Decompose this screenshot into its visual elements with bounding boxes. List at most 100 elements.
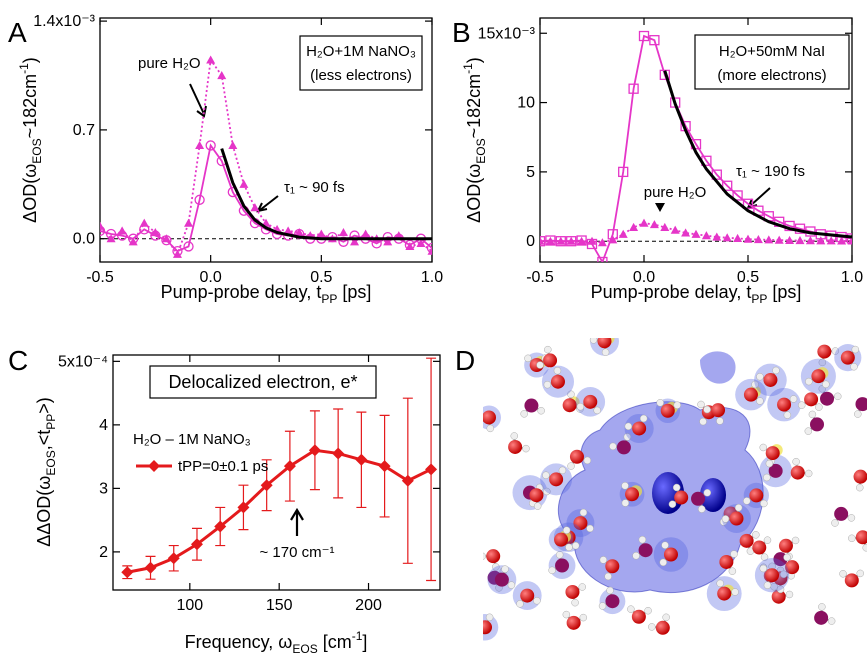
atom xyxy=(855,530,867,545)
atom xyxy=(772,366,780,375)
label-part: [cm xyxy=(318,632,352,652)
atom xyxy=(818,603,826,611)
marker xyxy=(150,230,161,241)
atom xyxy=(520,410,528,418)
atom xyxy=(644,606,652,615)
atom xyxy=(529,488,544,503)
atom xyxy=(814,610,829,625)
atom xyxy=(716,417,724,425)
annotation: pure H₂O xyxy=(644,184,707,201)
atom xyxy=(851,345,860,354)
marker xyxy=(425,463,438,476)
atom xyxy=(804,427,813,435)
atom xyxy=(631,609,646,624)
x-axis-label: Frequency, ωEOS [cm-1] xyxy=(185,629,368,654)
atom xyxy=(850,362,858,371)
atom xyxy=(834,392,842,401)
x-tick-label: -0.5 xyxy=(86,269,114,286)
atom xyxy=(508,439,523,454)
atom xyxy=(853,469,867,484)
marker xyxy=(190,538,203,551)
y-tick-label: 15x10⁻³ xyxy=(478,25,536,42)
panel-label: B xyxy=(452,17,471,48)
annotation: τ₁ ~ 190 fs xyxy=(736,163,805,180)
atom xyxy=(483,552,486,560)
atom xyxy=(697,400,705,409)
marker xyxy=(733,233,743,243)
y-tick-label: 3 xyxy=(99,480,108,497)
x-tick-label: 0.0 xyxy=(200,269,222,286)
atom xyxy=(550,374,565,389)
arrow xyxy=(655,203,665,212)
atom xyxy=(729,511,744,526)
data-line xyxy=(100,143,432,253)
x-tick-label: 1.0 xyxy=(421,269,443,286)
atom xyxy=(831,347,840,355)
molecular-render xyxy=(483,338,867,654)
marker xyxy=(586,238,598,250)
atom xyxy=(548,566,556,575)
plot-frame xyxy=(99,17,433,263)
marker xyxy=(649,220,659,229)
label-part: EOS xyxy=(30,138,44,163)
atom xyxy=(656,399,664,407)
density-core xyxy=(700,478,726,512)
atom xyxy=(751,380,759,389)
marker xyxy=(378,460,391,473)
marker xyxy=(405,241,415,251)
marker xyxy=(116,230,128,241)
atom xyxy=(593,406,601,415)
marker xyxy=(206,55,216,64)
atom xyxy=(743,387,758,402)
marker xyxy=(404,239,416,251)
atom xyxy=(848,534,856,543)
atom xyxy=(717,586,732,601)
marker xyxy=(576,235,587,246)
atom xyxy=(856,483,864,492)
atom xyxy=(632,421,647,436)
y-tick-label: 0.7 xyxy=(73,122,95,139)
marker xyxy=(100,225,106,237)
atom xyxy=(522,444,530,453)
atom xyxy=(673,401,681,409)
label-part: ΔOD(ω xyxy=(20,164,40,223)
atom xyxy=(777,397,792,412)
atom xyxy=(544,345,552,354)
y-axis-label: ΔΔOD(ωEOS,<tPP>) xyxy=(34,397,58,547)
marker xyxy=(239,179,249,188)
x-axis-label: Pump-probe delay, tPP [ps] xyxy=(161,282,372,306)
marker xyxy=(121,566,134,579)
atom xyxy=(543,353,558,368)
atom xyxy=(576,402,585,411)
atom xyxy=(494,572,509,587)
marker xyxy=(394,231,404,240)
atom xyxy=(776,585,785,594)
label-part: Frequency, ω xyxy=(185,632,293,652)
atom xyxy=(542,471,550,479)
label-part: ΔΔOD(ω xyxy=(34,476,54,547)
atom xyxy=(703,405,711,414)
atom xyxy=(789,395,798,403)
atom xyxy=(847,514,856,522)
atom xyxy=(562,526,571,534)
marker xyxy=(350,237,360,246)
atom xyxy=(731,588,739,596)
atom xyxy=(549,472,564,487)
atom xyxy=(663,547,678,562)
marker xyxy=(660,222,670,231)
atom xyxy=(743,497,751,505)
marker xyxy=(355,453,368,466)
atom xyxy=(703,489,712,497)
atom xyxy=(486,424,495,433)
x-tick-label: -0.5 xyxy=(526,269,554,286)
atom xyxy=(583,394,598,409)
atom xyxy=(759,443,768,452)
atom xyxy=(524,354,532,363)
marker xyxy=(816,236,826,245)
atom xyxy=(771,589,786,604)
atom xyxy=(790,465,805,480)
atom xyxy=(567,462,575,470)
annotation: τ₁ ~ 90 fs xyxy=(284,179,345,196)
atom xyxy=(844,573,859,588)
atom xyxy=(558,466,567,475)
